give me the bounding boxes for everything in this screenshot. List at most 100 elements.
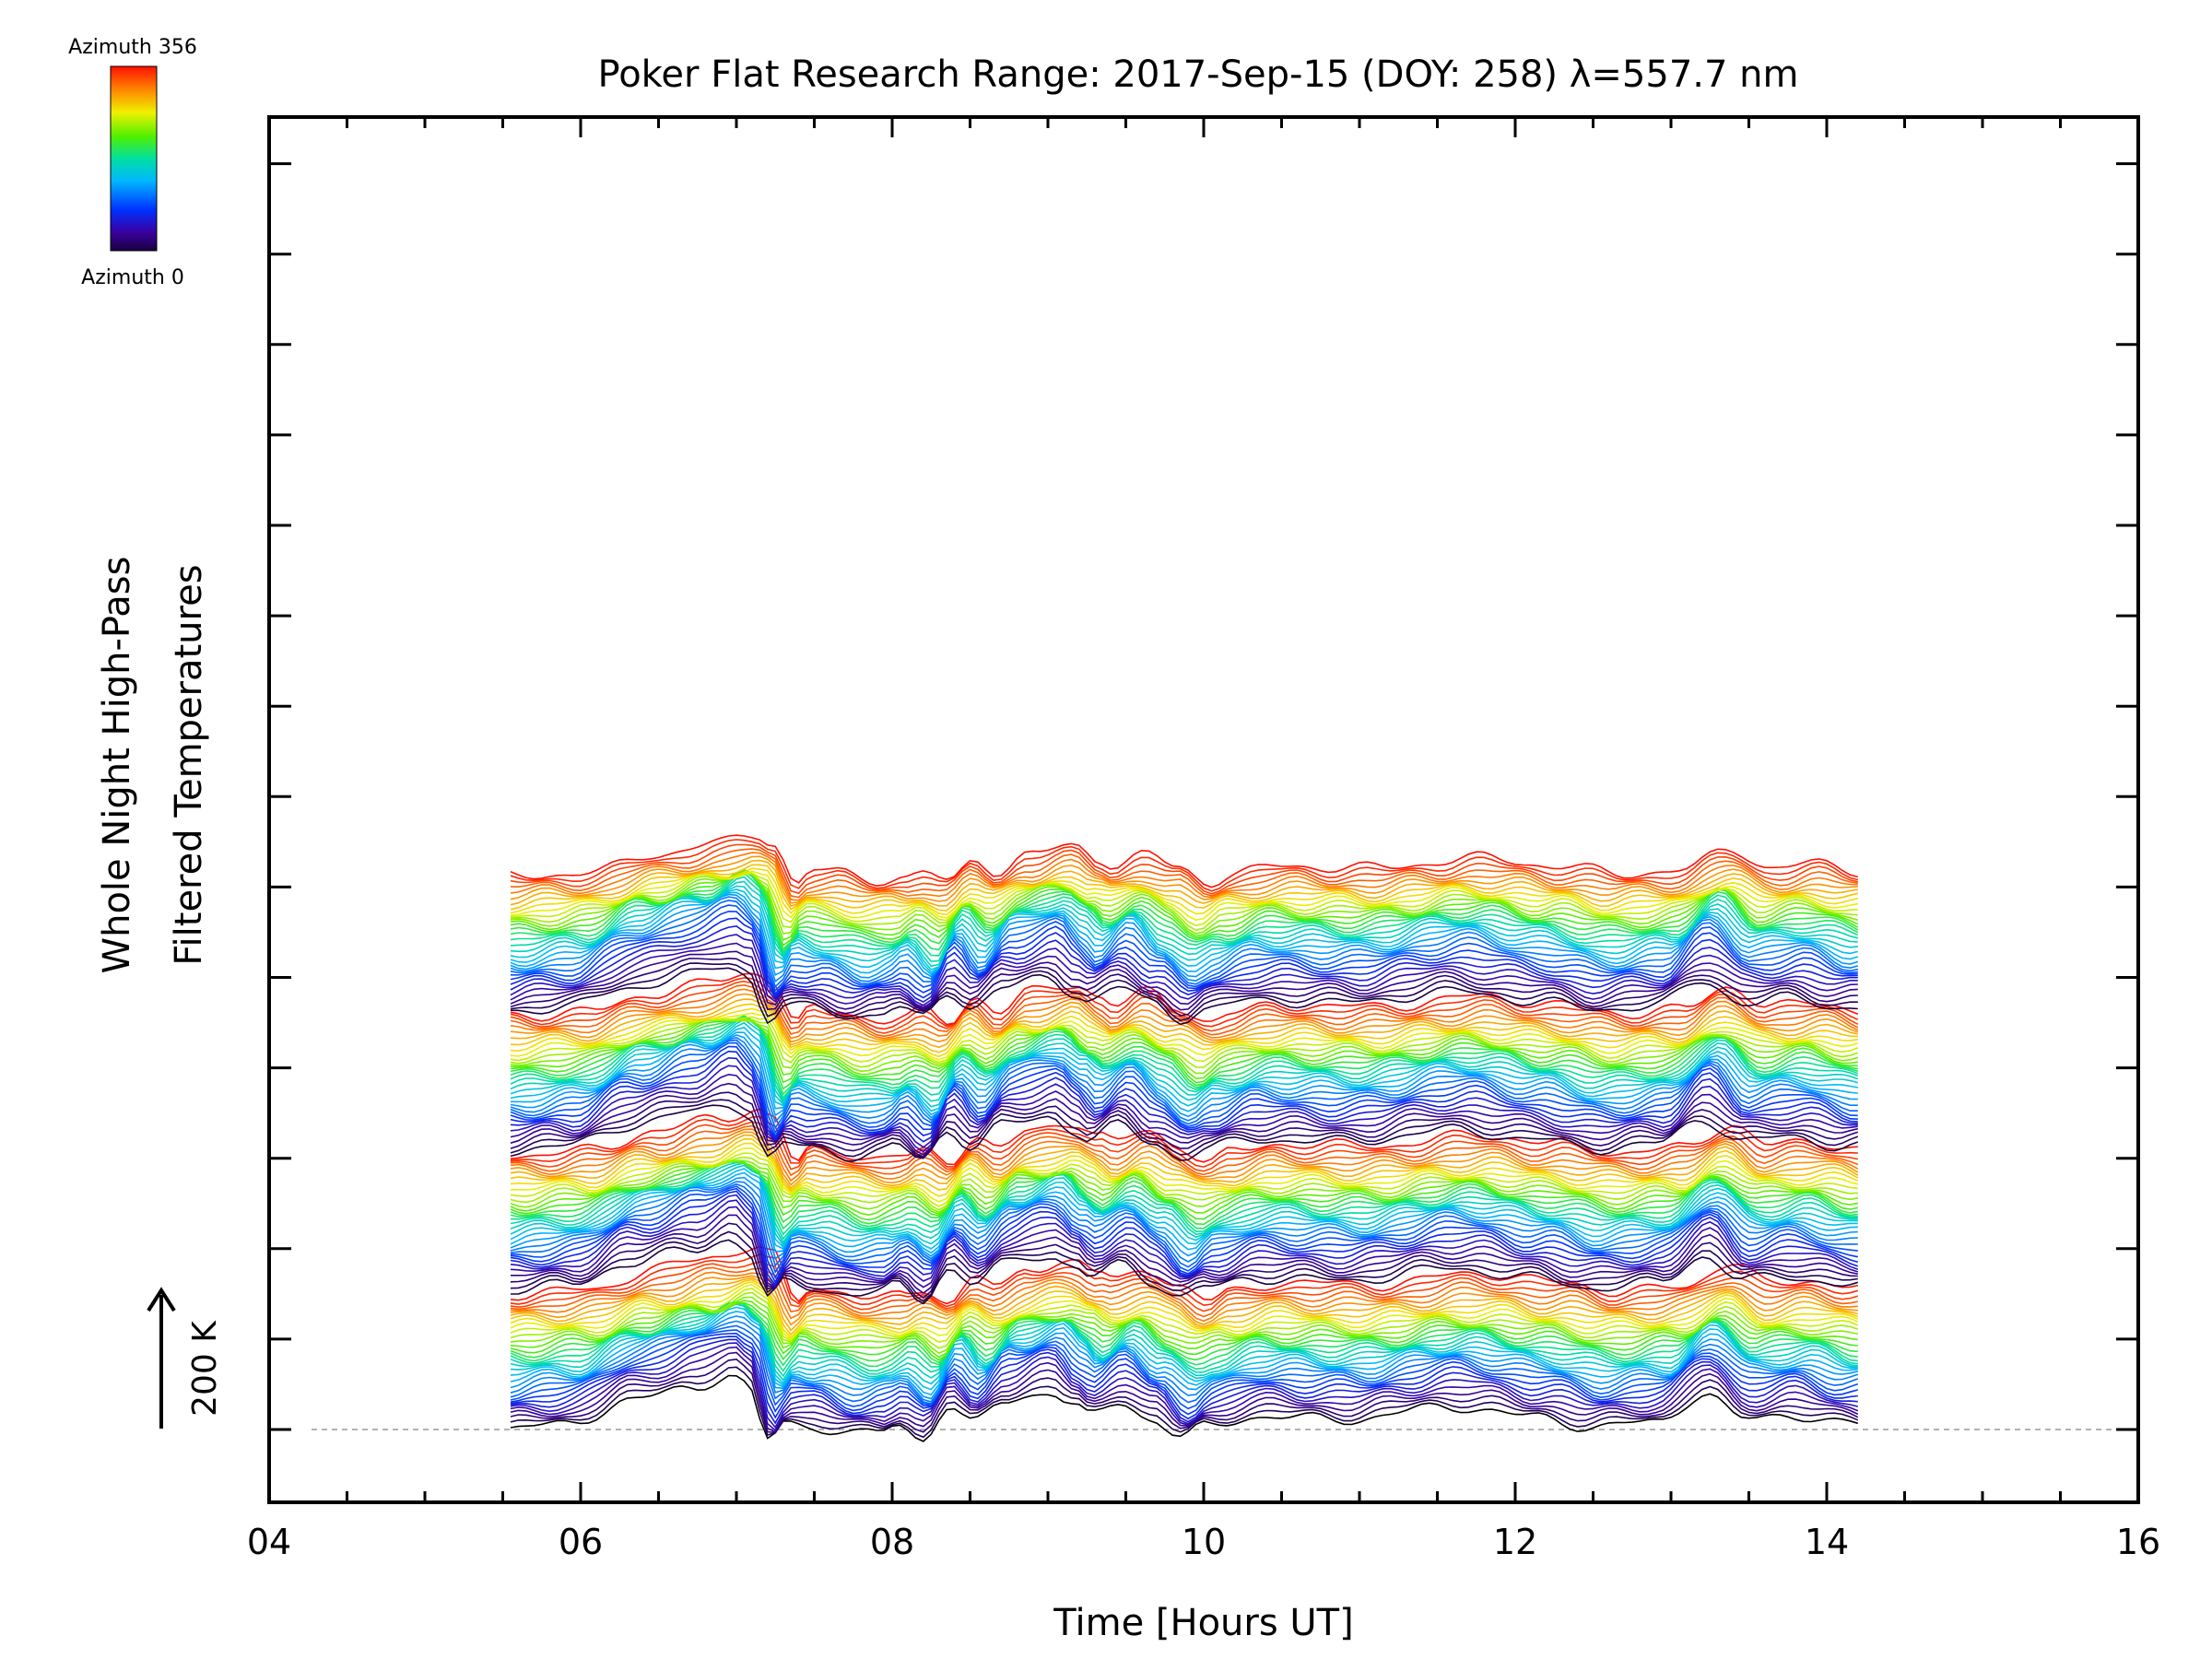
temperature-trace — [510, 998, 1858, 1049]
temperature-trace — [510, 1168, 1858, 1250]
temperature-trace — [510, 1358, 1859, 1434]
temperature-trace — [510, 870, 1858, 922]
x-tick-label: 10 — [1182, 1522, 1226, 1562]
temperature-trace — [510, 1296, 1858, 1355]
temperature-trace — [510, 1275, 1858, 1326]
temperature-trace — [510, 1041, 1858, 1135]
temperature-trace — [510, 1338, 1858, 1425]
temperature-trace — [510, 1142, 1859, 1197]
temperature-trace — [510, 1278, 1859, 1336]
temperature-trace — [510, 1315, 1858, 1400]
temperature-trace — [510, 924, 1858, 1004]
temperature-trace — [510, 1261, 1859, 1312]
temperature-trace — [510, 1016, 1859, 1102]
scale-bar-label: 200 K — [186, 1320, 224, 1417]
temperature-trace — [510, 876, 1858, 962]
temperature-trace — [510, 1366, 1859, 1439]
x-axis: 04 06 08 10 12 14 16 — [247, 117, 2160, 1562]
colorbar-gradient — [110, 65, 158, 252]
temperature-trace — [510, 1099, 1859, 1159]
temperature-trace — [510, 942, 1858, 1009]
x-tick-label: 08 — [870, 1522, 914, 1562]
temperature-trace — [510, 1329, 1859, 1410]
x-tick-label: 16 — [2116, 1522, 2160, 1562]
colorbar-bottom-label: Azimuth 0 — [81, 266, 184, 289]
temperature-trace — [510, 1065, 1858, 1148]
temperature-trace — [510, 1016, 1859, 1064]
temperature-trace — [510, 1351, 1859, 1433]
temperature-trace — [510, 1306, 1858, 1391]
temperature-trace — [510, 1018, 1859, 1068]
temperature-trace — [510, 1181, 1858, 1263]
temperature-trace — [510, 962, 1858, 1022]
temperature-trace — [510, 980, 1859, 1034]
temperature-trace — [510, 1206, 1859, 1288]
temperature-trace — [510, 1082, 1858, 1156]
temperature-trace — [510, 1245, 1858, 1305]
temperature-trace — [510, 893, 1859, 979]
temperature-trace — [510, 885, 1858, 971]
temperature-trace — [510, 1121, 1858, 1172]
temperature-trace — [510, 911, 1858, 995]
temperature-traces — [510, 834, 1859, 1442]
temperature-trace — [510, 859, 1858, 908]
temperature-trace — [510, 1152, 1858, 1207]
temperature-trace — [510, 993, 1859, 1043]
temperature-trace — [510, 1342, 1858, 1430]
temperature-trace — [511, 967, 1858, 1026]
temperature-trace — [511, 1147, 1859, 1203]
temperature-trace — [510, 977, 1859, 1030]
temperature-trace — [510, 839, 1858, 892]
x-tick-label: 06 — [559, 1522, 603, 1562]
temperature-trace — [510, 1271, 1858, 1323]
temperature-trace — [510, 1287, 1859, 1344]
temperature-trace — [510, 1050, 1858, 1140]
temperature-trace — [510, 1182, 1858, 1268]
temperature-trace — [510, 864, 1858, 912]
temperature-trace — [510, 1310, 1858, 1396]
y-axis-ticks — [269, 162, 2138, 1431]
temperature-trace — [510, 957, 1858, 1017]
temperature-trace — [510, 1115, 1858, 1168]
temperature-trace — [510, 1160, 1858, 1217]
temperature-trace — [510, 1018, 1859, 1104]
temperature-trace — [510, 1039, 1858, 1130]
temperature-trace — [510, 1230, 1858, 1303]
temperature-trace — [510, 1026, 1858, 1112]
temperature-trace — [510, 896, 1859, 983]
temperature-trace — [510, 1045, 1858, 1138]
temperature-trace — [510, 1159, 1858, 1214]
temperature-trace — [510, 1324, 1859, 1405]
temperature-trace — [510, 1300, 1858, 1359]
temperature-trace — [510, 1162, 1858, 1244]
temperature-trace — [510, 1335, 1858, 1420]
temperature-trace — [510, 1131, 1859, 1186]
temperature-trace — [510, 848, 1858, 899]
temperature-trace — [510, 1108, 1858, 1166]
temperature-trace — [510, 1266, 1858, 1318]
temperature-trace — [510, 1187, 1858, 1279]
scale-bar-arrowhead — [147, 1287, 176, 1312]
temperature-trace — [510, 972, 1859, 1026]
temperature-trace — [510, 1104, 1859, 1162]
scale-bar: 200 K — [147, 1287, 224, 1429]
temperature-trace — [511, 1214, 1858, 1294]
temperature-trace — [510, 1156, 1858, 1211]
temperature-trace — [511, 1031, 1858, 1116]
temperature-trace — [510, 1073, 1858, 1153]
temperature-trace — [510, 1253, 1859, 1308]
colorbar-top-label: Azimuth 356 — [68, 36, 197, 59]
temperature-trace — [510, 1137, 1859, 1192]
temperature-trace — [510, 867, 1858, 916]
x-tick-label: 14 — [1805, 1522, 1849, 1562]
temperature-trace — [510, 1284, 1859, 1341]
temperature-trace — [510, 1164, 1858, 1247]
temperature-trace — [510, 1199, 1859, 1288]
temperature-trace — [510, 1320, 1859, 1403]
temperature-trace — [510, 834, 1858, 888]
temperature-trace — [510, 1280, 1859, 1339]
temperature-trace — [510, 1091, 1859, 1159]
temperature-trace — [510, 1190, 1859, 1284]
temperature-trace — [510, 1277, 1858, 1332]
temperature-trace — [510, 852, 1858, 901]
